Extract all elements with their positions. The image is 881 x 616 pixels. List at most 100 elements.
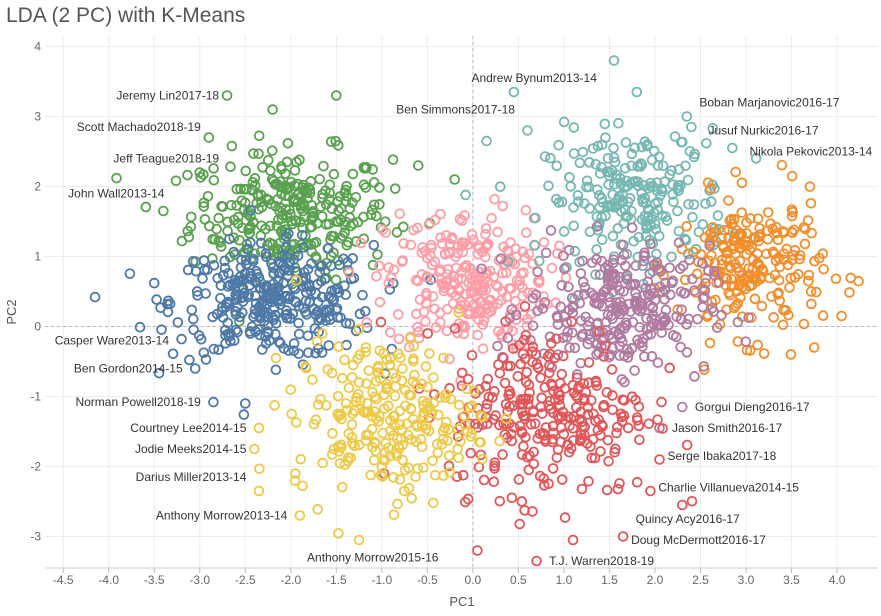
data-point — [571, 372, 583, 384]
data-point — [208, 396, 219, 408]
data-point — [564, 172, 575, 183]
data-point — [370, 445, 381, 457]
data-point — [391, 227, 403, 238]
data-point — [686, 121, 697, 133]
x-tick-label: 1.0 — [556, 573, 573, 587]
data-point — [777, 319, 789, 331]
data-point — [490, 279, 502, 291]
data-point — [340, 398, 352, 409]
data-point — [587, 143, 599, 154]
data-point — [740, 336, 752, 347]
data-point — [434, 307, 446, 319]
data-point — [444, 353, 455, 365]
data-point — [689, 371, 700, 382]
data-point — [350, 236, 362, 247]
data-point — [276, 251, 288, 262]
data-point — [520, 330, 532, 341]
data-point — [540, 422, 552, 433]
data-point — [480, 228, 491, 240]
data-point — [428, 372, 439, 383]
data-point — [244, 223, 256, 234]
data-point — [789, 272, 801, 283]
data-point — [487, 301, 499, 313]
data-point — [583, 475, 594, 487]
data-point — [555, 422, 567, 433]
data-point — [554, 240, 565, 252]
data-point — [461, 383, 473, 395]
data-point — [609, 178, 620, 190]
cluster-3 — [343, 193, 572, 387]
data-point — [601, 484, 613, 496]
data-point — [534, 470, 546, 482]
data-point — [660, 211, 672, 223]
data-point — [546, 262, 558, 274]
data-point — [626, 148, 638, 160]
data-point — [283, 265, 295, 276]
data-point — [340, 289, 352, 301]
data-point — [798, 222, 810, 233]
data-point — [443, 460, 455, 472]
data-point — [545, 152, 556, 164]
data-point — [289, 193, 300, 205]
data-point — [648, 318, 659, 330]
data-point — [377, 224, 389, 236]
data-point — [294, 510, 306, 521]
data-point — [285, 215, 297, 227]
data-point — [344, 203, 356, 214]
data-point — [428, 273, 439, 284]
data-point — [158, 205, 169, 217]
data-point — [392, 498, 403, 510]
data-point — [617, 531, 629, 542]
data-point — [368, 454, 380, 466]
data-point — [389, 183, 401, 194]
x-tick-label: -0.5 — [417, 573, 438, 587]
data-point — [771, 227, 783, 239]
data-point — [225, 161, 236, 173]
data-point — [307, 374, 318, 385]
data-point — [496, 331, 508, 343]
data-point — [476, 263, 487, 275]
data-point — [614, 271, 626, 283]
data-point — [716, 233, 727, 244]
data-point — [297, 222, 308, 234]
data-point — [420, 245, 431, 257]
data-point — [595, 446, 606, 457]
data-point — [481, 403, 492, 414]
x-tick-label: -4.0 — [98, 573, 119, 587]
data-point — [723, 287, 735, 298]
data-point — [628, 236, 639, 247]
data-point — [381, 378, 393, 390]
data-point — [477, 281, 489, 293]
data-point — [375, 316, 387, 328]
data-point — [335, 312, 346, 323]
data-point — [324, 187, 336, 199]
data-point — [558, 311, 570, 322]
data-point — [697, 301, 708, 313]
data-point — [581, 175, 593, 187]
data-point — [267, 238, 278, 250]
point-annotations: Jeremy Lin2017-18 Scott Machado2018-19 Jef… — [55, 71, 873, 568]
data-point — [618, 249, 630, 260]
data-point — [565, 413, 577, 424]
data-point — [532, 362, 544, 373]
data-point — [288, 338, 300, 349]
data-point — [686, 495, 698, 507]
data-point — [594, 168, 606, 179]
data-point — [676, 304, 687, 316]
data-point — [613, 117, 624, 129]
data-point — [466, 280, 478, 292]
data-point — [387, 154, 399, 165]
data-point — [255, 237, 267, 249]
data-point — [557, 350, 569, 362]
data-point — [512, 371, 524, 382]
data-point — [514, 420, 526, 432]
data-point — [384, 353, 396, 364]
data-point — [318, 160, 329, 172]
data-point — [579, 282, 591, 293]
data-point — [626, 222, 638, 234]
data-point — [346, 372, 358, 383]
data-point — [354, 308, 366, 320]
data-point — [631, 86, 643, 98]
data-point — [653, 319, 664, 330]
data-point — [394, 419, 406, 430]
